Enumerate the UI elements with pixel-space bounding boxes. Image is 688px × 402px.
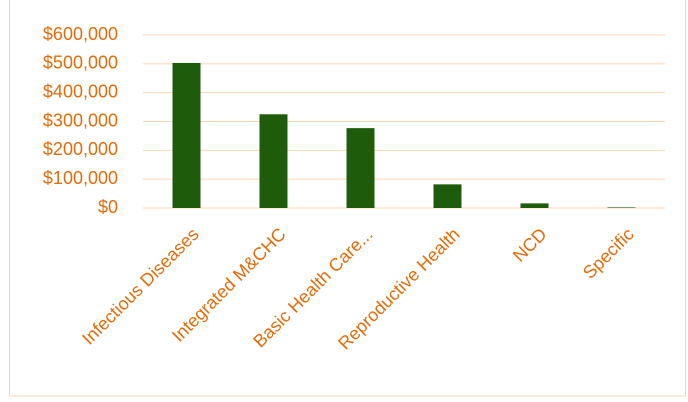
y-tick-label: $500,000 (43, 53, 118, 73)
chart-border (9, 0, 686, 397)
bar (259, 114, 288, 208)
x-tick-label: Specific (579, 224, 638, 283)
y-tick-label: $0 (98, 197, 118, 217)
y-tick-label: $400,000 (43, 81, 118, 101)
y-tick-label: $100,000 (43, 168, 118, 188)
y-tick-label: $200,000 (43, 139, 118, 159)
bar (607, 207, 636, 208)
bar (520, 203, 549, 208)
bar (346, 128, 375, 208)
bar (172, 62, 201, 208)
y-tick-label: $300,000 (43, 110, 118, 130)
y-tick-label: $600,000 (43, 24, 118, 44)
x-tick-label: NCD (509, 224, 551, 266)
bar (433, 184, 462, 208)
